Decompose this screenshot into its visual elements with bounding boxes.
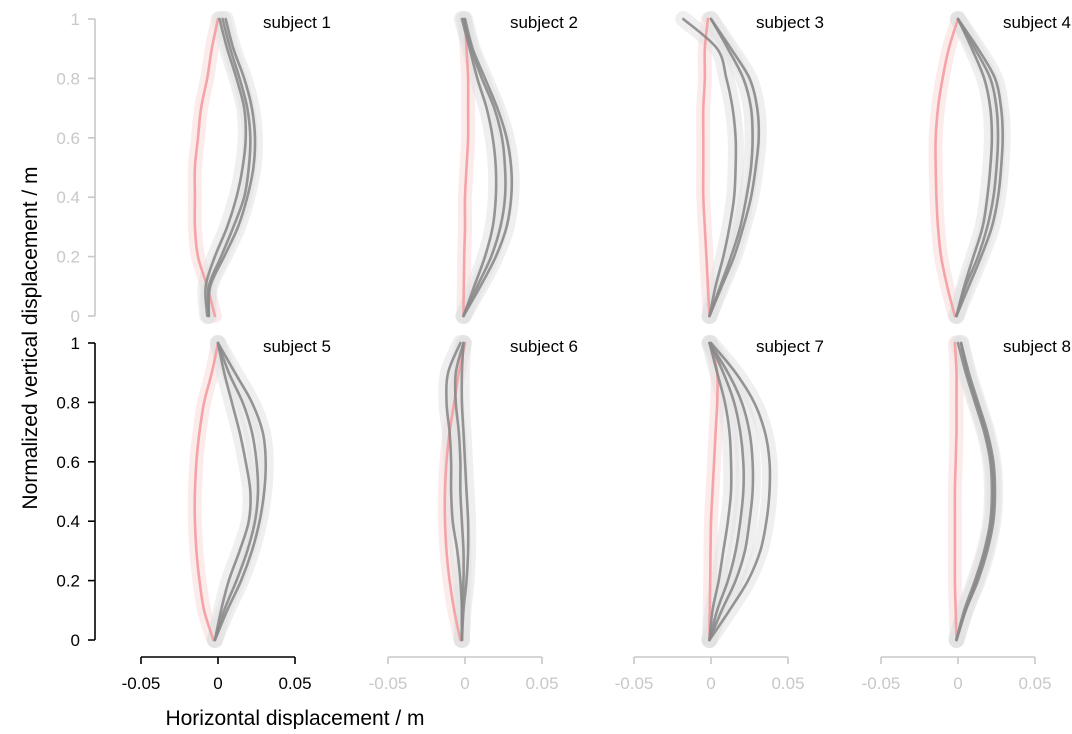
panel-title-subject-6: subject 6 <box>510 337 578 356</box>
x-tick-label-col-2--0.05: -0.05 <box>369 674 408 693</box>
y-tick-label-row-1-1: 1 <box>71 10 80 29</box>
y-tick-label-row-1-0.6: 0.6 <box>56 129 80 148</box>
y-tick-label-row-1-0.4: 0.4 <box>56 188 80 207</box>
panel-title-subject-1: subject 1 <box>263 13 331 32</box>
gray-trajectory-subject-3-3 <box>708 17 761 318</box>
y-tick-label-row-2-0.4: 0.4 <box>56 512 80 531</box>
x-tick-label-col-4-0.05: 0.05 <box>1018 674 1051 693</box>
gray-trajectory-subject-7-2 <box>708 341 746 642</box>
panel-title-subject-3: subject 3 <box>756 13 824 32</box>
x-tick-label-col-4--0.05: -0.05 <box>862 674 901 693</box>
gray-trajectory-subject-6-3 <box>460 341 470 642</box>
gray-trajectory-subject-7-3 <box>708 341 755 642</box>
pink-trajectory-subject-1 <box>193 17 220 318</box>
gray-trajectory-subject-5-2 <box>213 341 260 642</box>
x-axis-title: Horizontal displacement / m <box>165 707 424 729</box>
pink-trajectory-subject-8 <box>953 341 958 642</box>
x-tick-label-col-4-0: 0 <box>953 674 962 693</box>
gray-trajectory-subject-2-1 <box>460 17 498 318</box>
pink-band-subject-5 <box>187 336 225 647</box>
y-tick-label-row-2-1: 1 <box>71 334 80 353</box>
x-tick-label-col-2-0: 0 <box>460 674 469 693</box>
gray-trajectory-subject-7-1 <box>708 341 733 642</box>
gray-trajectory-subject-8-1 <box>955 341 994 642</box>
gray-trajectory-subject-5-1 <box>213 341 252 642</box>
y-tick-label-row-2-0: 0 <box>71 631 80 650</box>
gray-trajectory-subject-4-3 <box>955 17 1004 318</box>
panel-title-subject-4: subject 4 <box>1003 13 1071 32</box>
gray-trajectory-subject-8-3 <box>955 341 997 642</box>
y-tick-label-row-2-0.8: 0.8 <box>56 393 80 412</box>
panel-title-subject-5: subject 5 <box>263 337 331 356</box>
axes-layer <box>88 18 1036 664</box>
y-axis-title: Normalized vertical displacement / m <box>19 166 42 509</box>
gray-trajectory-subject-2-2 <box>462 17 507 318</box>
gray-trajectory-subject-3-1 <box>682 17 738 318</box>
pink-trajectory-subject-5 <box>193 341 220 642</box>
x-tick-label-col-1-0: 0 <box>213 674 222 693</box>
gray-trajectory-subject-5-3 <box>213 341 268 642</box>
gray-trajectory-subject-1-1 <box>204 17 248 318</box>
x-tick-label-col-1-0.05: 0.05 <box>278 674 311 693</box>
gray-trajectory-subject-1-2 <box>206 17 252 318</box>
x-tick-label-col-3--0.05: -0.05 <box>615 674 654 693</box>
gray-trajectory-subject-6-2 <box>453 341 465 642</box>
x-tick-label-col-3-0: 0 <box>706 674 715 693</box>
gray-trajectory-subject-1-3 <box>207 17 257 318</box>
y-tick-label-row-2-0.2: 0.2 <box>56 572 80 591</box>
confidence-band-layer <box>187 11 1011 648</box>
y-tick-label-row-1-0.2: 0.2 <box>56 248 80 267</box>
pink-trajectory-subject-7 <box>708 341 719 642</box>
panel-title-subject-7: subject 7 <box>756 337 824 356</box>
x-tick-label-col-3-0.05: 0.05 <box>771 674 804 693</box>
panel-title-subject-8: subject 8 <box>1003 337 1071 356</box>
y-tick-label-row-1-0: 0 <box>71 307 80 326</box>
panel-title-subject-2: subject 2 <box>510 13 578 32</box>
pink-trajectory-subject-2 <box>462 17 470 318</box>
pink-trajectory-subject-3 <box>701 17 711 318</box>
y-tick-label-row-1-0.8: 0.8 <box>56 69 80 88</box>
x-tick-label-col-1--0.05: -0.05 <box>122 674 161 693</box>
gray-trajectory-subject-2-3 <box>462 17 514 318</box>
gray-trajectory-subject-7-4 <box>708 341 772 642</box>
gray-trajectory-subject-3-2 <box>708 17 754 318</box>
y-tick-label-row-2-0.6: 0.6 <box>56 453 80 472</box>
labels-layer: Normalized vertical displacement / m Hor… <box>19 10 1071 730</box>
gray-trajectory-subject-6-1 <box>445 341 464 642</box>
gray-trajectory-subject-4-2 <box>955 17 1000 318</box>
gray-trajectory-subject-4-1 <box>955 17 994 318</box>
trajectory-layer <box>193 17 1004 642</box>
x-tick-label-col-2-0.05: 0.05 <box>525 674 558 693</box>
pink-trajectory-subject-4 <box>934 17 960 318</box>
